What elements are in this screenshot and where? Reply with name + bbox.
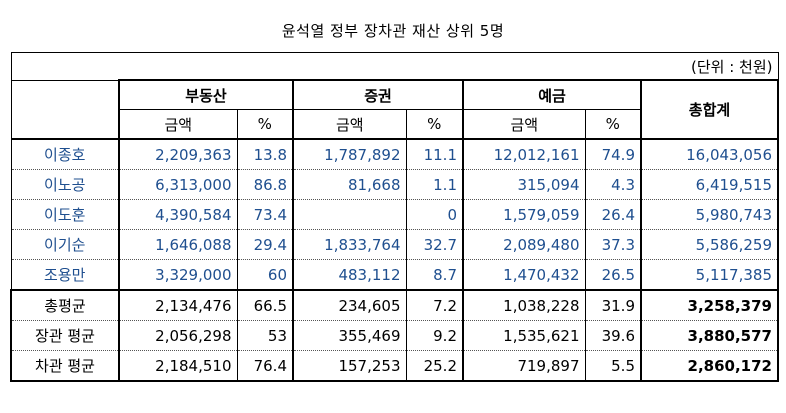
total-amount: 5,117,385 (640, 259, 779, 291)
re-amount: 2,134,476 (118, 290, 237, 321)
re-percent: 53 (236, 320, 293, 351)
header-sec-amount: 금액 (292, 109, 406, 140)
sec-amount: 1,787,892 (292, 139, 406, 170)
header-real-estate: 부동산 (118, 79, 293, 110)
sec-amount: 483,112 (292, 259, 406, 291)
dep-amount: 1,038,228 (462, 290, 585, 321)
re-amount: 2,056,298 (118, 320, 237, 351)
header-re-amount: 금액 (118, 109, 237, 140)
re-percent: 60 (236, 259, 293, 291)
header-re-percent: % (236, 109, 293, 140)
table-row: 이기순 1,646,088 29.4 1,833,764 32.7 2,089,… (10, 229, 779, 260)
re-percent: 73.4 (236, 199, 293, 230)
header-dep-amount: 금액 (462, 109, 585, 140)
total-amount: 2,860,172 (640, 350, 779, 382)
dep-percent: 5.5 (584, 350, 641, 382)
dep-percent: 26.5 (584, 259, 641, 291)
name-header-blank (10, 80, 119, 140)
summary-name: 총평균 (10, 290, 119, 321)
table-row: 조용만 3,329,000 60 483,112 8.7 1,470,432 2… (10, 259, 779, 291)
row-name: 조용만 (10, 259, 119, 291)
header-deposits: 예금 (462, 79, 641, 110)
total-amount: 16,043,056 (640, 139, 779, 170)
re-amount: 1,646,088 (118, 229, 237, 260)
unit-label: (단위 : 천원) (10, 52, 779, 81)
dep-percent: 39.6 (584, 320, 641, 351)
page-title: 윤석열 정부 장차관 재산 상위 5명 (281, 22, 505, 40)
row-name: 이기순 (10, 229, 119, 260)
header-securities: 증권 (292, 79, 463, 110)
total-amount: 5,586,259 (640, 229, 779, 260)
total-amount: 5,980,743 (640, 199, 779, 230)
sec-percent: 1.1 (405, 169, 463, 200)
dep-amount: 719,897 (462, 350, 585, 382)
sec-amount: 157,253 (292, 350, 406, 382)
sec-amount (292, 199, 406, 230)
dep-amount: 315,094 (462, 169, 585, 200)
sec-percent: 0 (405, 199, 463, 230)
re-amount: 3,329,000 (118, 259, 237, 291)
re-percent: 29.4 (236, 229, 293, 260)
dep-amount: 1,535,621 (462, 320, 585, 351)
total-amount: 6,419,515 (640, 169, 779, 200)
dep-percent: 74.9 (584, 139, 641, 170)
sec-percent: 7.2 (405, 290, 463, 321)
summary-name: 장관 평균 (10, 320, 119, 351)
row-name: 이도훈 (10, 199, 119, 230)
dep-amount: 1,470,432 (462, 259, 585, 291)
header-total: 총합계 (640, 79, 779, 140)
dep-amount: 1,579,059 (462, 199, 585, 230)
total-amount: 3,258,379 (640, 290, 779, 321)
summary-row: 차관 평균 2,184,510 76.4 157,253 25.2 719,89… (10, 350, 779, 382)
re-percent: 66.5 (236, 290, 293, 321)
sec-percent: 8.7 (405, 259, 463, 291)
table-row: 이종호 2,209,363 13.8 1,787,892 11.1 12,012… (10, 139, 779, 170)
sec-amount: 234,605 (292, 290, 406, 321)
re-percent: 13.8 (236, 139, 293, 170)
summary-row: 장관 평균 2,056,298 53 355,469 9.2 1,535,621… (10, 320, 779, 351)
dep-percent: 26.4 (584, 199, 641, 230)
header-dep-percent: % (584, 109, 641, 140)
header-sec-percent: % (405, 109, 463, 140)
dep-amount: 2,089,480 (462, 229, 585, 260)
dep-percent: 31.9 (584, 290, 641, 321)
dep-percent: 37.3 (584, 229, 641, 260)
sec-amount: 81,668 (292, 169, 406, 200)
table-row: 이노공 6,313,000 86.8 81,668 1.1 315,094 4.… (10, 169, 779, 200)
re-amount: 2,184,510 (118, 350, 237, 382)
sec-amount: 355,469 (292, 320, 406, 351)
sec-percent: 32.7 (405, 229, 463, 260)
re-amount: 2,209,363 (118, 139, 237, 170)
re-percent: 76.4 (236, 350, 293, 382)
summary-row: 총평균 2,134,476 66.5 234,605 7.2 1,038,228… (10, 290, 779, 321)
dep-amount: 12,012,161 (462, 139, 585, 170)
asset-table: (단위 : 천원) 부동산 증권 예금 총합계 금액 % 금액 % 금액 % 이… (10, 52, 779, 382)
re-amount: 6,313,000 (118, 169, 237, 200)
sec-amount: 1,833,764 (292, 229, 406, 260)
re-percent: 86.8 (236, 169, 293, 200)
total-amount: 3,880,577 (640, 320, 779, 351)
row-name: 이종호 (10, 139, 119, 170)
summary-name: 차관 평균 (10, 350, 119, 382)
sec-percent: 25.2 (405, 350, 463, 382)
sec-percent: 11.1 (405, 139, 463, 170)
row-name: 이노공 (10, 169, 119, 200)
dep-percent: 4.3 (584, 169, 641, 200)
table-row: 이도훈 4,390,584 73.4 0 1,579,059 26.4 5,98… (10, 199, 779, 230)
re-amount: 4,390,584 (118, 199, 237, 230)
sec-percent: 9.2 (405, 320, 463, 351)
